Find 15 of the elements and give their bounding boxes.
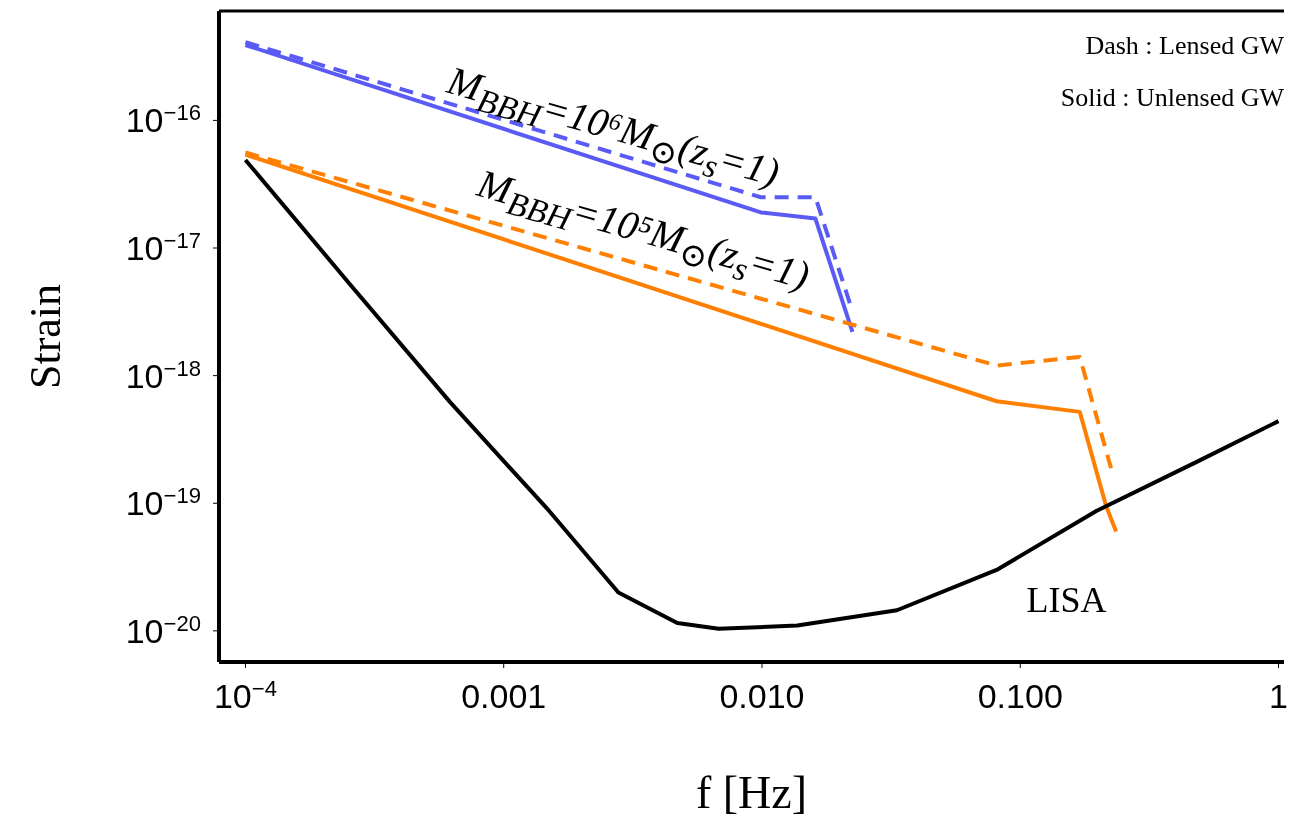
series-label: LISA bbox=[1026, 579, 1107, 620]
x-tick-label: 0.100 bbox=[977, 677, 1063, 715]
x-tick-label: 1 bbox=[1269, 677, 1288, 715]
y-tick-label: 10$^{−20}$ bbox=[125, 610, 201, 650]
annotation: Dash : Lensed GW bbox=[1084, 30, 1284, 62]
x-tick-label: 10$^{−4}$ bbox=[213, 675, 277, 715]
y-tick-label: 10$^{−18}$ bbox=[125, 355, 201, 395]
y-tick-label: 10$^{−16}$ bbox=[125, 99, 201, 140]
annotation: Solid : Unlensed GW bbox=[1060, 82, 1284, 114]
y-tick-label: 10$^{−19}$ bbox=[125, 482, 201, 523]
x-axis-title: f [Hz] bbox=[695, 767, 808, 814]
y-axis-title: Strain bbox=[20, 283, 70, 390]
x-tick-label: 0.001 bbox=[461, 677, 547, 715]
x-tick-label: 0.010 bbox=[719, 677, 805, 715]
y-tick-label: 10$^{−17}$ bbox=[125, 227, 201, 268]
